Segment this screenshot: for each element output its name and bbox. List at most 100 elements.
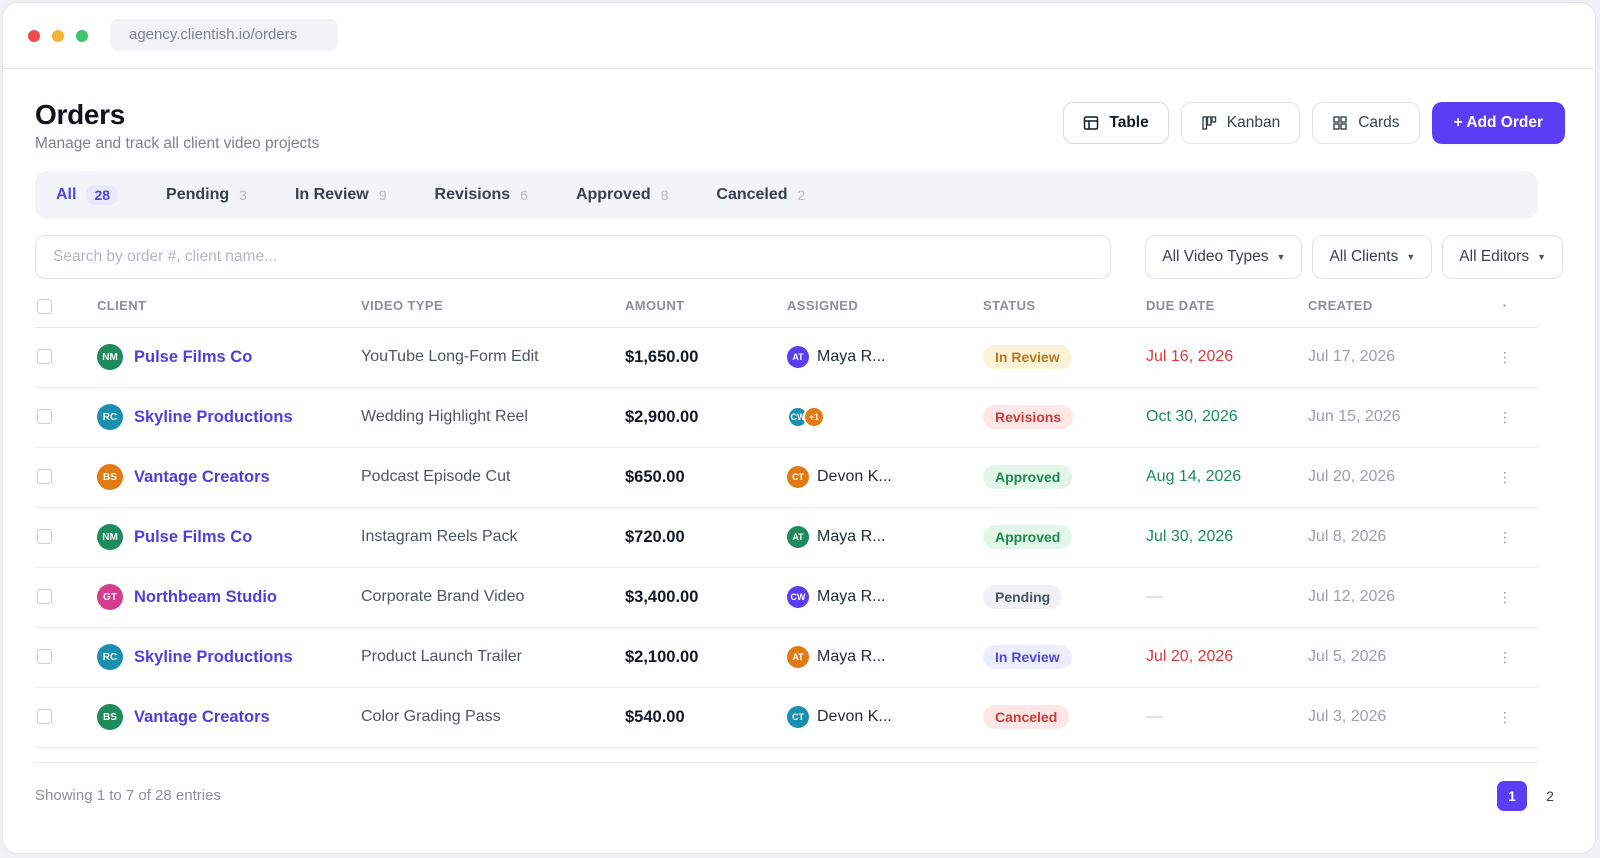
tab-pending[interactable]: Pending 3 (166, 186, 247, 204)
due-date: Jul 20, 2026 (1146, 627, 1308, 688)
assignee-name: Maya R... (817, 588, 886, 605)
client-link[interactable]: Skyline Productions (134, 407, 293, 426)
status-badge: In Review (983, 345, 1072, 369)
column-status[interactable]: STATUS (983, 285, 1146, 328)
add-order-button[interactable]: + Add Order (1431, 102, 1565, 144)
row-checkbox[interactable] (37, 649, 52, 665)
assignee[interactable]: CT Devon K... (787, 466, 983, 488)
video-type: Podcast Episode Cut (361, 447, 625, 508)
address-bar[interactable]: agency.clientish.io/orders (110, 19, 338, 51)
client-link[interactable]: Pulse Films Co (134, 527, 253, 546)
due-date: Aug 14, 2026 (1146, 447, 1308, 508)
view-switcher: Table Kanban Cards + Add Order (1063, 102, 1565, 144)
more-vertical-icon[interactable]: ⋮ (1498, 408, 1512, 425)
created-date: Jul 17, 2026 (1308, 327, 1472, 388)
column-assigned[interactable]: ASSIGNED (787, 285, 983, 328)
client-avatar: NM (97, 344, 123, 370)
client-cell: RC Skyline Productions (97, 644, 361, 670)
table-view-label: Table (1109, 114, 1149, 131)
column-video-type[interactable]: VIDEO TYPE (361, 285, 625, 328)
table-view-button[interactable]: Table (1063, 102, 1169, 144)
close-window-dot[interactable] (28, 30, 40, 42)
more-vertical-icon[interactable]: ⋮ (1498, 528, 1512, 545)
client-link[interactable]: Vantage Creators (134, 707, 270, 726)
row-checkbox[interactable] (37, 469, 52, 485)
client-avatar: NM (97, 524, 123, 550)
table-row[interactable]: RC Skyline Productions Wedding Highlight… (35, 387, 1538, 448)
table-row[interactable]: RC Skyline Productions Product Launch Tr… (35, 627, 1538, 688)
client-link[interactable]: Pulse Films Co (134, 347, 253, 366)
kanban-view-button[interactable]: Kanban (1180, 102, 1301, 144)
row-checkbox[interactable] (37, 349, 52, 365)
column-amount[interactable]: AMOUNT (625, 285, 787, 328)
status-badge: In Review (983, 645, 1072, 669)
assignee[interactable]: AT Maya R... (787, 346, 983, 368)
more-vertical-icon[interactable]: ⋮ (1498, 348, 1512, 365)
assignee-name: Maya R... (817, 348, 886, 365)
due-date: Jul 30, 2026 (1146, 507, 1308, 568)
table-row[interactable]: BS Vantage Creators Color Grading Pass $… (35, 687, 1538, 748)
created-date: Jul 20, 2026 (1308, 447, 1472, 508)
table-row[interactable]: NM Pulse Films Co Instagram Reels Pack $… (35, 507, 1538, 568)
video-type-filter[interactable]: All Video Types ▼ (1145, 235, 1303, 279)
cards-view-button[interactable]: Cards (1312, 102, 1420, 144)
due-date: Oct 30, 2026 (1146, 387, 1308, 448)
more-vertical-icon[interactable]: ⋮ (1498, 648, 1512, 665)
assignee-name: Maya R... (817, 528, 886, 545)
amount: $2,900.00 (625, 387, 787, 448)
assignee-stack[interactable]: CW +1 (787, 406, 983, 428)
page-button-1[interactable]: 1 (1497, 781, 1527, 811)
more-vertical-icon[interactable]: ⋮ (1498, 468, 1512, 485)
page-button-2[interactable]: 2 (1546, 788, 1554, 804)
minimize-window-dot[interactable] (52, 30, 64, 42)
table-row[interactable]: NM Pulse Films Co YouTube Long-Form Edit… (35, 327, 1538, 388)
row-checkbox[interactable] (37, 589, 52, 605)
table-row[interactable]: GT Northbeam Studio Corporate Brand Vide… (35, 567, 1538, 628)
more-assignees-badge: +1 (803, 406, 825, 428)
row-checkbox[interactable] (37, 529, 52, 545)
video-type: Color Grading Pass (361, 687, 625, 748)
search-input[interactable] (35, 235, 1111, 279)
assignee[interactable]: AT Maya R... (787, 526, 983, 548)
table-row[interactable]: BS Vantage Creators Podcast Episode Cut … (35, 447, 1538, 508)
kanban-icon (1202, 116, 1216, 130)
video-type: Wedding Highlight Reel (361, 387, 625, 448)
tab-all[interactable]: All 28 (56, 185, 119, 205)
caret-down-icon: ▼ (1276, 252, 1286, 262)
tab-label: Revisions (434, 186, 511, 203)
created-date: Jun 15, 2026 (1308, 387, 1472, 448)
maximize-window-dot[interactable] (76, 30, 88, 42)
tab-label: In Review (294, 186, 369, 203)
tab-count: 6 (520, 187, 528, 203)
column-created[interactable]: CREATED (1308, 285, 1472, 328)
client-filter[interactable]: All Clients ▼ (1312, 235, 1433, 279)
client-link[interactable]: Vantage Creators (134, 467, 270, 486)
orders-table: CLIENT VIDEO TYPE AMOUNT ASSIGNED STATUS… (35, 285, 1538, 748)
client-link[interactable]: Skyline Productions (134, 647, 293, 666)
tab-canceled[interactable]: Canceled 2 (716, 186, 805, 204)
assignee-name: Devon K... (817, 708, 892, 725)
tab-in-review[interactable]: In Review 9 (295, 186, 387, 204)
client-filter-label: All Clients (1329, 248, 1399, 265)
amount: $650.00 (625, 447, 787, 508)
more-vertical-icon[interactable]: ⋮ (1498, 588, 1512, 605)
assignee[interactable]: CW Maya R... (787, 586, 983, 608)
row-checkbox[interactable] (37, 709, 52, 725)
tab-count: 9 (378, 187, 387, 203)
tab-approved[interactable]: Approved 8 (576, 186, 668, 204)
editor-filter[interactable]: All Editors ▼ (1442, 235, 1563, 279)
column-client[interactable]: CLIENT (97, 285, 361, 328)
tab-revisions[interactable]: Revisions 6 (435, 186, 528, 204)
assignee[interactable]: CT Devon K... (787, 706, 983, 728)
column-due-date[interactable]: DUE DATE (1146, 285, 1308, 328)
created-date: Jul 8, 2026 (1308, 507, 1472, 568)
row-checkbox[interactable] (37, 409, 52, 425)
amount: $2,100.00 (625, 627, 787, 688)
cards-view-label: Cards (1358, 114, 1400, 131)
assignee[interactable]: AT Maya R... (787, 646, 983, 668)
caret-down-icon: ▼ (1406, 252, 1416, 262)
client-link[interactable]: Northbeam Studio (134, 587, 277, 606)
more-vertical-icon[interactable]: ⋮ (1498, 708, 1512, 725)
created-date: Jul 12, 2026 (1308, 567, 1472, 628)
select-all-checkbox[interactable] (37, 298, 52, 314)
